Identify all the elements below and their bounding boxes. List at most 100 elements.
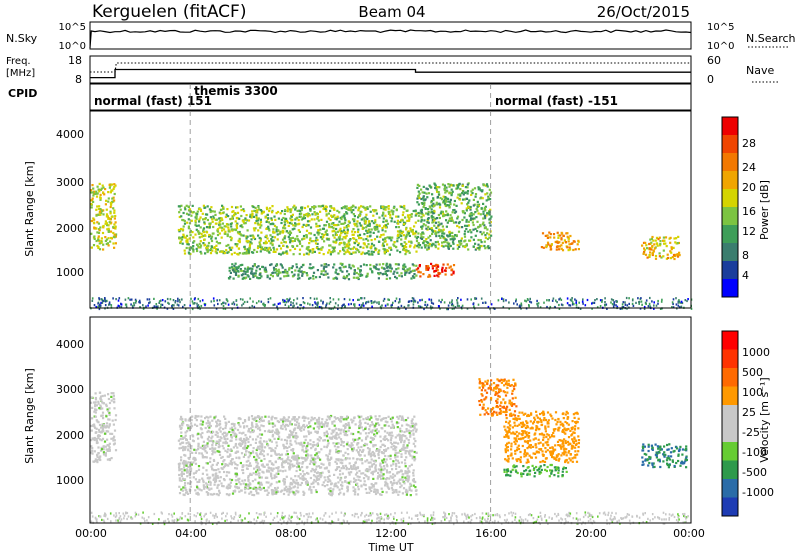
- power-cell: [211, 220, 214, 223]
- power-cell: [248, 247, 251, 250]
- power-cell: [114, 184, 117, 187]
- velocity-cell: [108, 423, 111, 426]
- velocity-cell: [344, 464, 347, 467]
- power-cell: [189, 229, 192, 233]
- power-cell: [552, 233, 556, 236]
- power-cell: [422, 196, 425, 199]
- power-cell: [293, 227, 296, 230]
- power-cell: [280, 241, 283, 244]
- power-cell: [468, 239, 471, 242]
- power-cell: [271, 275, 274, 278]
- power-cell: [243, 222, 246, 225]
- power-cell: [390, 220, 393, 223]
- power-cell: [479, 230, 482, 234]
- power-cell: [309, 232, 313, 235]
- power-cell: [474, 297, 476, 300]
- power-cell: [425, 305, 428, 308]
- power-cell: [676, 242, 679, 245]
- velocity-cell: [393, 445, 397, 448]
- velocity-cell: [244, 434, 247, 437]
- velocity-cell: [387, 424, 390, 428]
- power-cell: [452, 264, 456, 267]
- power-cell: [490, 234, 493, 237]
- power-cell: [465, 227, 468, 231]
- power-cell: [363, 233, 366, 236]
- power-cell: [341, 215, 344, 218]
- velocity-cell: [262, 425, 265, 428]
- power-cell: [388, 253, 391, 256]
- power-cell: [374, 265, 377, 269]
- velocity-cell: [96, 461, 99, 464]
- power-cell: [222, 301, 224, 304]
- power-cell: [364, 222, 367, 225]
- velocity-cell: [185, 468, 189, 471]
- velocity-cell: [223, 470, 226, 474]
- velocity-cell: [213, 492, 216, 496]
- power-cell: [308, 220, 311, 223]
- velocity-cell: [240, 489, 243, 492]
- velocity-cell: [96, 441, 99, 444]
- velocity-cell: [195, 492, 198, 495]
- power-cell: [481, 197, 484, 200]
- power-cell: [262, 242, 266, 245]
- power-cell: [344, 237, 347, 240]
- power-cell: [444, 238, 447, 241]
- velocity-cell: [277, 457, 280, 460]
- power-cell: [473, 305, 475, 308]
- velocity-cell: [208, 440, 211, 443]
- power-cell: [265, 241, 268, 244]
- power-cell: [502, 298, 505, 301]
- power-cell: [540, 246, 543, 249]
- velocity-cell: [251, 438, 254, 441]
- velocity-cell: [209, 483, 212, 486]
- velocity-cell: [207, 419, 210, 422]
- power-cell: [360, 237, 363, 240]
- velocity-cell: [388, 431, 392, 434]
- power-cell: [92, 200, 95, 203]
- power-cell: [469, 205, 472, 209]
- velocity-cell: [339, 415, 342, 419]
- power-cell: [327, 276, 330, 279]
- velocity-cell: [256, 415, 259, 419]
- power-cell: [389, 263, 392, 266]
- power-cell: [191, 300, 194, 303]
- power-cell: [256, 246, 260, 250]
- power-cell: [438, 206, 442, 209]
- power-cell: [322, 227, 325, 230]
- power-cell: [430, 301, 433, 304]
- power-cell: [537, 302, 540, 305]
- velocity-cell: [293, 434, 296, 437]
- velocity-cell: [291, 449, 294, 452]
- velocity-cell: [100, 448, 104, 451]
- velocity-cell: [305, 450, 308, 453]
- power-cell: [284, 271, 287, 274]
- power-cell: [466, 192, 469, 195]
- velocity-cell: [315, 418, 318, 421]
- power-cell: [209, 249, 212, 252]
- power-cell: [105, 222, 108, 225]
- power-cell: [199, 300, 201, 303]
- power-cell: [250, 242, 253, 245]
- power-cell: [485, 214, 488, 217]
- power-cell: [179, 301, 181, 304]
- power-cell: [430, 204, 433, 207]
- power-cell: [456, 187, 459, 190]
- velocity-cell: [219, 430, 222, 433]
- power-cell: [196, 210, 199, 213]
- power-cell: [264, 216, 267, 219]
- power-cell: [166, 297, 169, 301]
- power-cell: [174, 301, 176, 304]
- velocity-cell: [200, 489, 203, 492]
- power-cell: [561, 241, 564, 244]
- velocity-cell: [328, 452, 331, 455]
- power-cell: [424, 198, 427, 201]
- power-cell: [355, 276, 358, 279]
- power-cell: [349, 247, 352, 251]
- velocity-cell: [216, 441, 219, 444]
- power-cell: [308, 242, 311, 245]
- power-cell: [421, 306, 423, 309]
- power-cell: [258, 300, 260, 303]
- power-cell: [417, 246, 420, 249]
- velocity-cell: [206, 473, 209, 476]
- power-cell: [433, 182, 436, 185]
